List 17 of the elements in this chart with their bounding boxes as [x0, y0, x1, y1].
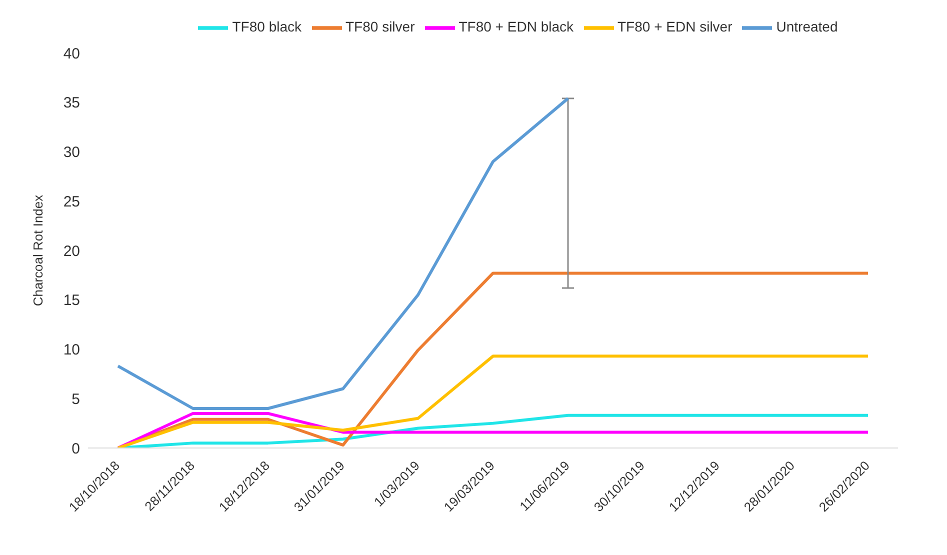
y-tick-label: 15: [63, 292, 80, 310]
y-tick-label: 0: [72, 440, 80, 458]
y-tick-label: 10: [63, 342, 80, 359]
legend-label: TF80 + EDN silver: [618, 18, 732, 35]
y-axis-title: Charcoal Rot Index: [30, 194, 46, 306]
y-tick-label: 5: [72, 390, 80, 408]
y-tick-label: 30: [63, 144, 80, 162]
y-tick-label: 20: [63, 242, 80, 260]
y-tick-label: 25: [63, 193, 80, 210]
y-tick-label: 40: [63, 45, 80, 62]
y-tick-label: 35: [63, 94, 80, 112]
legend-label: TF80 black: [232, 18, 302, 35]
line-series: [116, 354, 870, 448]
legend-label: Untreated: [776, 18, 838, 35]
line-series: [116, 96, 570, 410]
legend-label: TF80 silver: [346, 18, 415, 35]
legend-label: TF80 + EDN black: [458, 18, 574, 35]
